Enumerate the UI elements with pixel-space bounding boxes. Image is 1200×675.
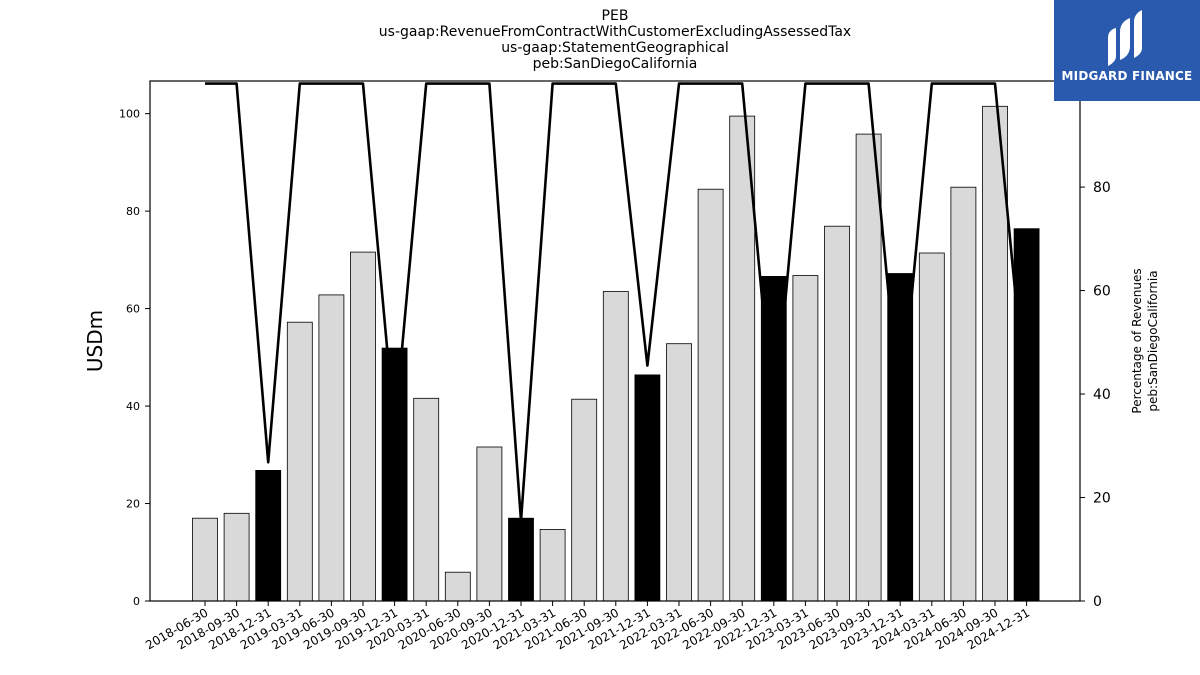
y2-tick-label: 40 xyxy=(1093,387,1111,403)
bar xyxy=(192,517,218,602)
title-line-1: PEB xyxy=(601,8,629,24)
bar xyxy=(508,517,534,602)
bar xyxy=(381,347,408,602)
title-line-2: us-gaap:RevenueFromContractWithCustomerE… xyxy=(378,24,852,40)
logo-mark-icon xyxy=(1108,10,1142,66)
percentage-line xyxy=(205,82,1028,523)
y-tick-label: 20 xyxy=(126,498,140,511)
bar xyxy=(792,275,819,602)
bar xyxy=(413,397,440,602)
bar xyxy=(571,398,598,602)
bar xyxy=(539,529,566,602)
y-tick-label: 40 xyxy=(126,400,140,413)
y-tick-label: 0 xyxy=(133,595,140,608)
y2-tick-label: 80 xyxy=(1093,180,1111,196)
y-tick-label: 60 xyxy=(126,303,140,316)
bar xyxy=(950,186,977,602)
y-tick-label: 80 xyxy=(126,205,140,218)
y-tick-label: 100 xyxy=(119,108,140,121)
bar xyxy=(476,446,503,602)
bar xyxy=(444,571,471,602)
y2-tick-label: 20 xyxy=(1093,491,1111,507)
bar xyxy=(855,133,882,602)
bar xyxy=(350,251,376,602)
bar xyxy=(255,469,282,602)
bar xyxy=(824,225,850,602)
midgard-finance-logo: MIDGARD FINANCE xyxy=(1054,0,1200,101)
title-line-3: us-gaap:StatementGeographical xyxy=(501,40,729,56)
y2-tick-label: 60 xyxy=(1093,284,1111,300)
bar xyxy=(1013,228,1040,602)
bar xyxy=(982,105,1008,602)
bar xyxy=(223,512,250,602)
bar xyxy=(918,252,945,602)
bar xyxy=(602,291,629,602)
bar xyxy=(666,343,692,602)
y2-axis-label: Percentage of Revenues xyxy=(1130,268,1144,413)
y2-axis-label: peb:SanDiegoCalifornia xyxy=(1146,270,1160,411)
y-axis-label: USDm xyxy=(83,310,107,372)
bar xyxy=(729,115,756,602)
logo-text: MIDGARD FINANCE xyxy=(1061,69,1193,83)
plot-frame xyxy=(149,80,1081,602)
bar xyxy=(697,188,724,602)
y2-tick-label: 0 xyxy=(1093,594,1102,610)
bar xyxy=(286,321,313,602)
bar xyxy=(318,294,345,602)
bar xyxy=(634,374,661,602)
title-line-4: peb:SanDiegoCalifornia xyxy=(532,56,698,72)
